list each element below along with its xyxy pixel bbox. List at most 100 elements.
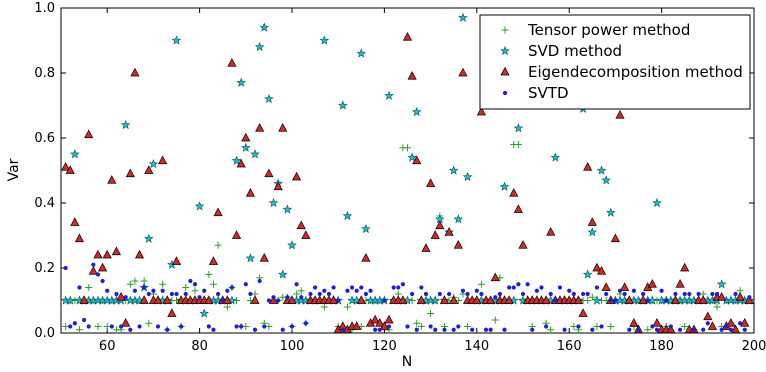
data-point (682, 291, 687, 297)
data-point (61, 162, 71, 171)
data-point (562, 327, 567, 332)
data-point (107, 175, 117, 184)
data-point (458, 67, 468, 77)
data-point (437, 291, 442, 297)
data-point (194, 201, 205, 211)
data-point (100, 278, 105, 284)
data-point (356, 48, 367, 58)
data-point (499, 181, 510, 191)
data-point (507, 285, 512, 290)
data-point (123, 295, 128, 300)
data-point (627, 327, 632, 332)
legend-entry: Tensor power method (501, 21, 690, 39)
data-point (479, 291, 484, 297)
x-axis-label: N (402, 354, 412, 370)
data-point (740, 318, 750, 327)
data-point (666, 324, 676, 334)
data-point (582, 269, 593, 279)
data-point (439, 295, 450, 304)
y-tick-label: 0.0 (34, 326, 55, 341)
data-point (265, 323, 273, 330)
data-point (413, 319, 421, 327)
legend-entry: SVTD (502, 84, 569, 102)
data-point (407, 71, 417, 80)
data-point (287, 295, 297, 304)
data-point (373, 327, 378, 332)
legend: Tensor power method SVD method Eigendecomp… (479, 14, 751, 110)
data-point (356, 295, 366, 304)
data-point (63, 265, 68, 271)
data-point (239, 324, 244, 329)
data-point (144, 165, 154, 174)
data-point (303, 321, 308, 326)
y-tick-label: 1.0 (34, 1, 55, 16)
data-point (208, 256, 219, 265)
data-point (407, 152, 417, 162)
data-point (453, 214, 464, 224)
data-point (93, 249, 103, 259)
y-tick-labels: 0.0 0.2 0.4 0.6 0.8 1.0 (34, 1, 55, 341)
data-point (391, 285, 396, 290)
data-point (592, 295, 602, 305)
data-point (287, 240, 297, 250)
data-point (62, 323, 70, 330)
data-point (94, 323, 102, 330)
data-point (427, 310, 435, 317)
data-point (146, 291, 151, 297)
data-point (245, 253, 256, 263)
data-point (449, 295, 459, 304)
data-point (206, 324, 211, 329)
data-point (405, 324, 410, 329)
data-point (714, 291, 720, 297)
data-point (114, 291, 119, 297)
data-point (477, 280, 485, 288)
data-point (516, 282, 521, 287)
data-point (317, 291, 322, 297)
data-point (402, 32, 413, 41)
data-point (271, 295, 276, 300)
data-point (382, 298, 387, 303)
data-point (617, 288, 623, 293)
data-point (458, 12, 468, 22)
data-point (670, 295, 681, 304)
data-point (280, 327, 285, 332)
data-point (580, 291, 586, 297)
data-point (553, 298, 558, 303)
data-point (165, 327, 170, 332)
data-point (88, 266, 98, 275)
data-point (710, 291, 715, 297)
data-point (412, 155, 422, 165)
data-point (103, 323, 111, 330)
data-point (188, 278, 193, 284)
data-point (622, 291, 627, 297)
data-point (583, 162, 593, 171)
data-point (584, 297, 592, 304)
data-point (576, 324, 581, 329)
data-point (433, 327, 438, 332)
data-point (296, 220, 306, 230)
data-point (266, 298, 271, 303)
data-point (636, 327, 641, 332)
data-point (570, 323, 578, 330)
data-point (417, 323, 425, 330)
data-point (691, 327, 697, 332)
data-point (320, 303, 328, 311)
legend-label: SVTD (528, 84, 569, 102)
data-point (541, 295, 551, 304)
data-point (668, 324, 673, 329)
data-point (713, 303, 721, 311)
x-tick-label: 160 (557, 339, 582, 354)
data-point (664, 298, 669, 303)
data-point (502, 327, 507, 332)
data-point (530, 327, 535, 332)
data-point (448, 165, 459, 175)
data-point (594, 285, 600, 290)
data-point (428, 324, 433, 329)
data-point (234, 324, 239, 329)
data-point (511, 285, 516, 290)
data-point (738, 321, 743, 326)
data-point (430, 230, 440, 239)
data-point (601, 282, 611, 291)
data-point (733, 291, 738, 297)
data-point (456, 324, 461, 329)
